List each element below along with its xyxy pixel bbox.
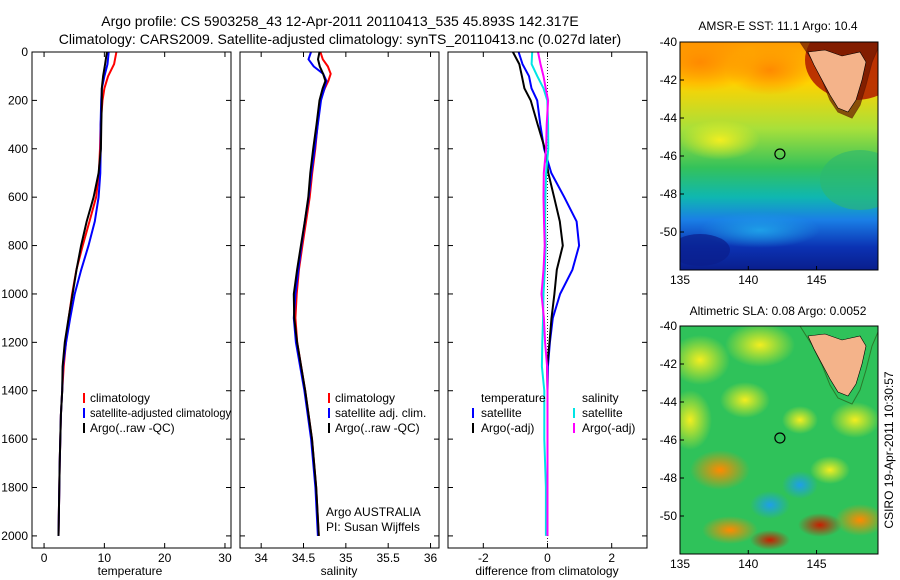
- salinity-xtick-label: 34.5: [292, 551, 316, 565]
- sla_map-ytick-label: -40: [660, 319, 678, 333]
- salinity-legend-sat: satellite adj. clim.: [335, 406, 426, 420]
- difference-xlabel: difference from climatology: [475, 564, 618, 578]
- sla-argo-location-marker: [774, 432, 786, 444]
- sst_map-ytick-label: -48: [660, 187, 678, 201]
- temperature-axes-frame: [31, 51, 232, 549]
- temperature-legend: climatology satellite-adjusted climatolo…: [83, 391, 231, 435]
- depth-ytick-label: 600: [8, 190, 28, 204]
- temperature-xtick-label: 30: [218, 551, 232, 565]
- tasmania-land-sla: [807, 333, 867, 397]
- difference-legend-temperature-title: temperature: [481, 391, 546, 405]
- difference-legend-temp-argo: Argo(-adj): [481, 421, 534, 435]
- temperature-legend-sat: satellite-adjusted climatology: [90, 406, 231, 420]
- depth-ytick-label: 2000: [1, 529, 28, 543]
- salinity-axes-frame: [239, 51, 440, 549]
- temperature-xlabel: temperature: [98, 564, 163, 578]
- temperature-legend-argo: Argo(..raw -QC): [90, 421, 175, 435]
- temperature-xtick-label: 10: [98, 551, 112, 565]
- sla-map-panel: Altimetric SLA: 0.08 Argo: 0.0052 135 140…: [660, 304, 879, 571]
- depth-ytick-label: 200: [8, 93, 28, 107]
- sst_map-xtick-label: 140: [738, 273, 758, 287]
- depth-ytick-label: 400: [8, 142, 28, 156]
- depth-ytick-label: 1600: [1, 432, 28, 446]
- depth-ytick-label: 1200: [1, 335, 28, 349]
- sla_map-ytick-label: -44: [660, 395, 678, 409]
- sst_map-ytick-label: -50: [660, 225, 678, 239]
- salinity-panel: 34 34.5 35 35.5 36 salinity climatology sate…: [239, 51, 440, 578]
- sst_map-ytick-label: -42: [660, 73, 678, 87]
- difference-xtick-label: 2: [608, 551, 615, 565]
- sla_map-xtick-label: 135: [670, 557, 690, 571]
- salinity-xlabel: salinity: [321, 564, 358, 578]
- depth-ytick-label: 1400: [1, 384, 28, 398]
- salinity-series-satellite-adj-clim: [292, 51, 328, 536]
- depth-ytick-label: 1800: [1, 481, 28, 495]
- sst_map-xtick-label: 135: [670, 273, 690, 287]
- difference-series-temperature-argo-adj: [512, 51, 564, 536]
- temperature-panel: 0 10 20 30 0 200 400 600 800 1000 1200 1400 1600 1800…: [1, 45, 232, 578]
- argo-australia-annotation: Argo AUSTRALIA: [326, 505, 421, 519]
- temperature-series-argo-raw-qc: [57, 51, 108, 536]
- sla_map-ytick-label: -50: [660, 509, 678, 523]
- difference-series-salinity-argo-adj: [537, 51, 550, 536]
- sla_map-xtick-label: 145: [807, 557, 827, 571]
- sst_map-xtick-label: 145: [807, 273, 827, 287]
- salinity-xtick-label: 35: [339, 551, 353, 565]
- temperature-xtick-label: 20: [158, 551, 172, 565]
- sst_map-ytick-label: -44: [660, 111, 678, 125]
- difference-panel: -2 0 2 difference from climatology tempera…: [447, 51, 648, 578]
- sla_map-ytick-label: -48: [660, 471, 678, 485]
- side-stamp: CSIRO 19-Apr-2011 10:30:57: [882, 371, 896, 529]
- sst-argo-location-marker: [774, 148, 786, 160]
- salinity-legend-clim: climatology: [335, 391, 395, 405]
- sst_map-ytick-label: -46: [660, 149, 678, 163]
- difference-legend-sal-argo: Argo(-adj): [582, 421, 635, 435]
- sst-map-panel: AMSR-E SST: 11.1 Argo: 10.4 135 140 145 -40…: [660, 19, 879, 287]
- sla-map-field: [680, 326, 878, 554]
- tasmania-land: [807, 49, 867, 113]
- temperature-series-climatology: [57, 51, 118, 536]
- salinity-series-argo-raw-qc: [292, 51, 327, 536]
- sst-map-field: [680, 42, 878, 270]
- pi-annotation: PI: Susan Wijffels: [326, 520, 420, 534]
- depth-ytick-label: 1000: [1, 287, 28, 301]
- temperature-legend-clim: climatology: [90, 391, 150, 405]
- sst_map-ytick-label: -40: [660, 35, 678, 49]
- figure-title-line1: Argo profile: CS 5903258_43 12-Apr-2011 …: [101, 13, 578, 29]
- salinity-xtick-label: 36: [424, 551, 438, 565]
- sla_map-ytick-label: -42: [660, 357, 678, 371]
- salinity-legend-argo: Argo(..raw -QC): [335, 421, 420, 435]
- figure-title-line2: Climatology: CARS2009. Satellite-adjuste…: [59, 31, 621, 47]
- salinity-xtick-label: 35.5: [377, 551, 401, 565]
- difference-legend-salinity-title: salinity: [582, 391, 619, 405]
- difference-legend-temp-sat: satellite: [481, 406, 522, 420]
- difference-legend: temperature satellite Argo(-adj) salinit…: [472, 391, 635, 435]
- salinity-xtick-label: 34: [254, 551, 268, 565]
- sla_map-ytick-label: -46: [660, 433, 678, 447]
- difference-legend-sal-sat: satellite: [582, 406, 623, 420]
- depth-ytick-label: 0: [21, 45, 28, 59]
- sst-map-title: AMSR-E SST: 11.1 Argo: 10.4: [698, 19, 858, 33]
- sla-map-title: Altimetric SLA: 0.08 Argo: 0.0052: [690, 304, 867, 318]
- sla_map-xtick-label: 140: [738, 557, 758, 571]
- difference-xtick-label: -2: [478, 551, 489, 565]
- difference-xtick-label: 0: [544, 551, 551, 565]
- depth-ytick-label: 800: [8, 239, 28, 253]
- temperature-xtick-label: 0: [41, 551, 48, 565]
- salinity-legend: climatology satellite adj. clim. Argo(..…: [328, 391, 426, 435]
